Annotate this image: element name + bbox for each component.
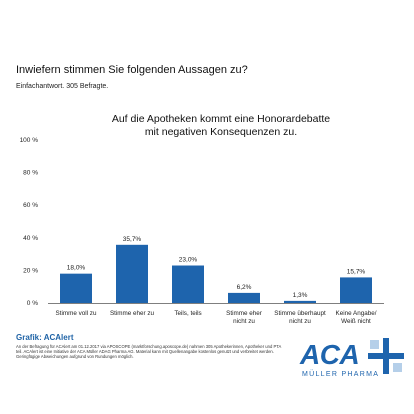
logo-wordmark: ACA bbox=[300, 339, 360, 370]
bar bbox=[228, 292, 260, 303]
y-tick-label: 60 % bbox=[23, 202, 38, 209]
data-label: 15,7% bbox=[347, 268, 366, 275]
footer-disclaimer: An der Befragung für ACAlert am 01.12.20… bbox=[16, 344, 282, 360]
chart-title: Auf die Apotheken kommt eine Honorardeba… bbox=[90, 113, 352, 139]
x-tick-label: Keine Angabe/ bbox=[336, 310, 377, 317]
footer-source-label: Grafik: ACAlert bbox=[16, 333, 74, 342]
data-label: 1,3% bbox=[293, 292, 308, 299]
x-tick-label: Stimme voll zu bbox=[56, 310, 97, 317]
x-tick-label: Stimme überhaupt bbox=[274, 310, 326, 317]
bar bbox=[116, 244, 148, 303]
chart-title-line-1: Auf die Apotheken kommt eine Honorardeba… bbox=[111, 113, 331, 125]
data-label: 35,7% bbox=[123, 236, 142, 243]
data-label: 6,2% bbox=[237, 284, 252, 291]
x-tick-label: Stimme eher zu bbox=[110, 310, 155, 317]
bar bbox=[284, 300, 316, 303]
bar bbox=[340, 277, 372, 303]
logo-subtitle: MÜLLER PHARMA bbox=[302, 371, 380, 378]
y-tick-label: 80 % bbox=[23, 170, 38, 177]
bar bbox=[60, 273, 92, 303]
x-tick-label: Weiß nicht bbox=[341, 318, 371, 325]
chart-title-line-2: mit negativen Konsequenzen zu. bbox=[144, 126, 298, 138]
y-tick-label: 100 % bbox=[20, 137, 39, 144]
survey-question: Inwiefern stimmen Sie folgenden Aussagen… bbox=[16, 64, 248, 76]
data-label: 23,0% bbox=[179, 257, 198, 264]
y-tick-label: 0 % bbox=[27, 300, 38, 307]
x-tick-label: nicht zu bbox=[233, 318, 255, 325]
aca-mueller-pharma-logo: ACA MÜLLER PHARMA bbox=[296, 336, 408, 386]
x-tick-label: Stimme eher bbox=[226, 310, 262, 317]
x-tick-label: Teils, teils bbox=[174, 310, 201, 317]
y-tick-label: 20 % bbox=[23, 267, 38, 274]
x-tick-label: nicht zu bbox=[289, 318, 311, 325]
y-tick-label: 40 % bbox=[23, 235, 38, 242]
cross-logo-icon bbox=[368, 338, 404, 374]
bar bbox=[172, 265, 204, 303]
survey-subnote: Einfachantwort. 305 Befragte. bbox=[16, 83, 109, 90]
data-label: 18,0% bbox=[67, 265, 86, 272]
